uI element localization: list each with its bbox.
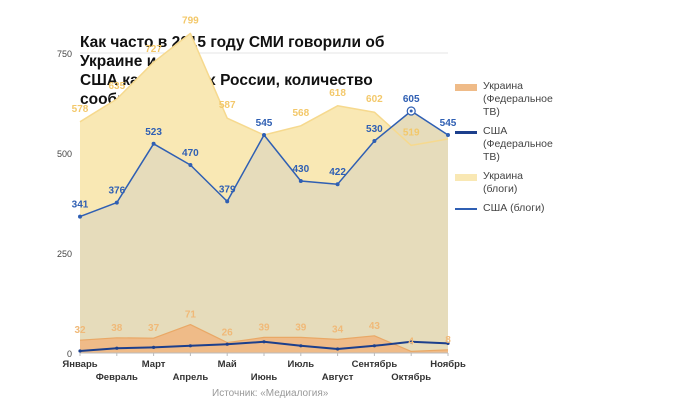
data-label-ukraine-tv: 37 [148, 323, 160, 334]
point-usa-tv [188, 344, 192, 348]
legend-item: США (Федеральное ТВ) [455, 125, 555, 164]
x-tick-label: Август [322, 372, 354, 383]
source-note: Источник: «Медиалогия» [212, 388, 329, 399]
point-usa-tv [152, 345, 156, 349]
point-usa-tv [446, 341, 450, 345]
data-label-ukraine-blogs: 602 [366, 94, 383, 105]
data-label-ukraine-blogs: 618 [329, 88, 346, 99]
data-label-usa-blogs: 376 [108, 186, 125, 197]
point-usa-blogs [372, 139, 377, 143]
legend-swatch [455, 131, 477, 134]
y-tick-label: 0 [67, 349, 72, 359]
data-label-ukraine-tv: 38 [111, 323, 123, 334]
line-ukraine-tv [79, 324, 449, 352]
y-tick-label: 250 [57, 249, 72, 259]
legend-label: США (Федеральное ТВ) [483, 125, 553, 163]
point-usa-tv [372, 344, 376, 348]
data-label-usa-blogs: 430 [292, 164, 309, 175]
x-tick-label: Март [142, 359, 166, 370]
point-usa-blogs [114, 200, 119, 205]
data-label-ukraine-tv: 32 [74, 325, 86, 336]
chart-legend: Украина (Федеральное ТВ) США (Федеральное… [455, 80, 555, 221]
point-usa-blogs [262, 133, 266, 137]
data-label-usa-blogs: 341 [72, 200, 89, 211]
data-label-usa-blogs: 530 [366, 124, 383, 135]
data-label-ukraine-blogs: 799 [182, 15, 199, 26]
x-tick-label: Май [218, 359, 237, 370]
data-label-ukraine-blogs: 578 [72, 104, 89, 115]
legend-label: Украина (блоги) [483, 170, 523, 195]
legend-swatch [455, 174, 477, 181]
point-usa-blogs [446, 133, 450, 137]
data-label-ukraine-blogs: 519 [403, 127, 420, 138]
point-usa-tv [409, 340, 413, 344]
data-label-usa-blogs: 523 [145, 127, 162, 138]
chart-title-line-1: Как часто в 2015 году СМИ говорили об Ук… [80, 34, 385, 70]
data-label-ukraine-blogs: 727 [145, 44, 162, 55]
legend-item: Украина (блоги) [455, 170, 555, 196]
y-tick-label: 750 [57, 49, 72, 59]
data-label-ukraine-tv: 26 [222, 328, 234, 339]
data-label-ukraine-tv: 8 [445, 335, 451, 346]
data-label-ukraine-tv: 71 [185, 310, 197, 321]
data-label-usa-blogs: 422 [329, 167, 346, 178]
data-label-usa-blogs: 379 [219, 184, 236, 195]
x-tick-label: Ноябрь [430, 359, 466, 370]
point-usa-blogs [298, 179, 303, 183]
point-usa-tv [78, 349, 82, 353]
data-label-ukraine-tv: 43 [369, 321, 381, 332]
data-label-ukraine-tv: 4 [408, 336, 414, 347]
point-usa-tv [336, 347, 340, 351]
legend-label: США (блоги) [483, 202, 545, 214]
data-label-ukraine-tv: 39 [258, 322, 270, 333]
legend-label: Украина (Федеральное ТВ) [483, 80, 553, 118]
x-tick-label: Апрель [173, 372, 209, 383]
point-usa-tv [299, 344, 303, 348]
data-label-ukraine-tv: 39 [295, 322, 307, 333]
data-label-usa-blogs: 545 [256, 118, 273, 129]
area-usa-blogs [80, 111, 448, 353]
point-usa-blogs [151, 141, 156, 146]
point-highlight-october-core [409, 109, 413, 113]
x-tick-label: Сентябрь [352, 359, 398, 370]
x-tick-label: Октябрь [391, 372, 431, 383]
point-usa-tv [262, 340, 266, 344]
legend-swatch [455, 208, 477, 210]
data-label-usa-blogs: 605 [403, 94, 420, 105]
point-usa-tv [225, 342, 229, 346]
legend-swatch [455, 84, 477, 91]
data-label-ukraine-blogs: 587 [219, 100, 236, 111]
point-usa-blogs [225, 199, 230, 204]
data-label-ukraine-tv: 34 [332, 324, 344, 335]
x-tick-label: Июль [288, 359, 315, 370]
point-usa-blogs [335, 182, 340, 187]
data-label-ukraine-blogs: 635 [108, 81, 125, 92]
data-label-usa-blogs: 470 [182, 148, 199, 159]
data-label-ukraine-blogs: 568 [292, 108, 309, 119]
legend-item: США (блоги) [455, 202, 555, 215]
data-label-usa-blogs: 545 [440, 118, 457, 129]
legend-item: Украина (Федеральное ТВ) [455, 80, 555, 119]
point-usa-blogs [78, 214, 82, 219]
x-tick-label: Январь [62, 359, 97, 370]
x-tick-label: Февраль [96, 372, 138, 383]
y-tick-label: 500 [57, 149, 72, 159]
point-usa-blogs [188, 163, 193, 167]
x-tick-label: Июнь [251, 372, 278, 383]
point-usa-tv [115, 346, 119, 350]
